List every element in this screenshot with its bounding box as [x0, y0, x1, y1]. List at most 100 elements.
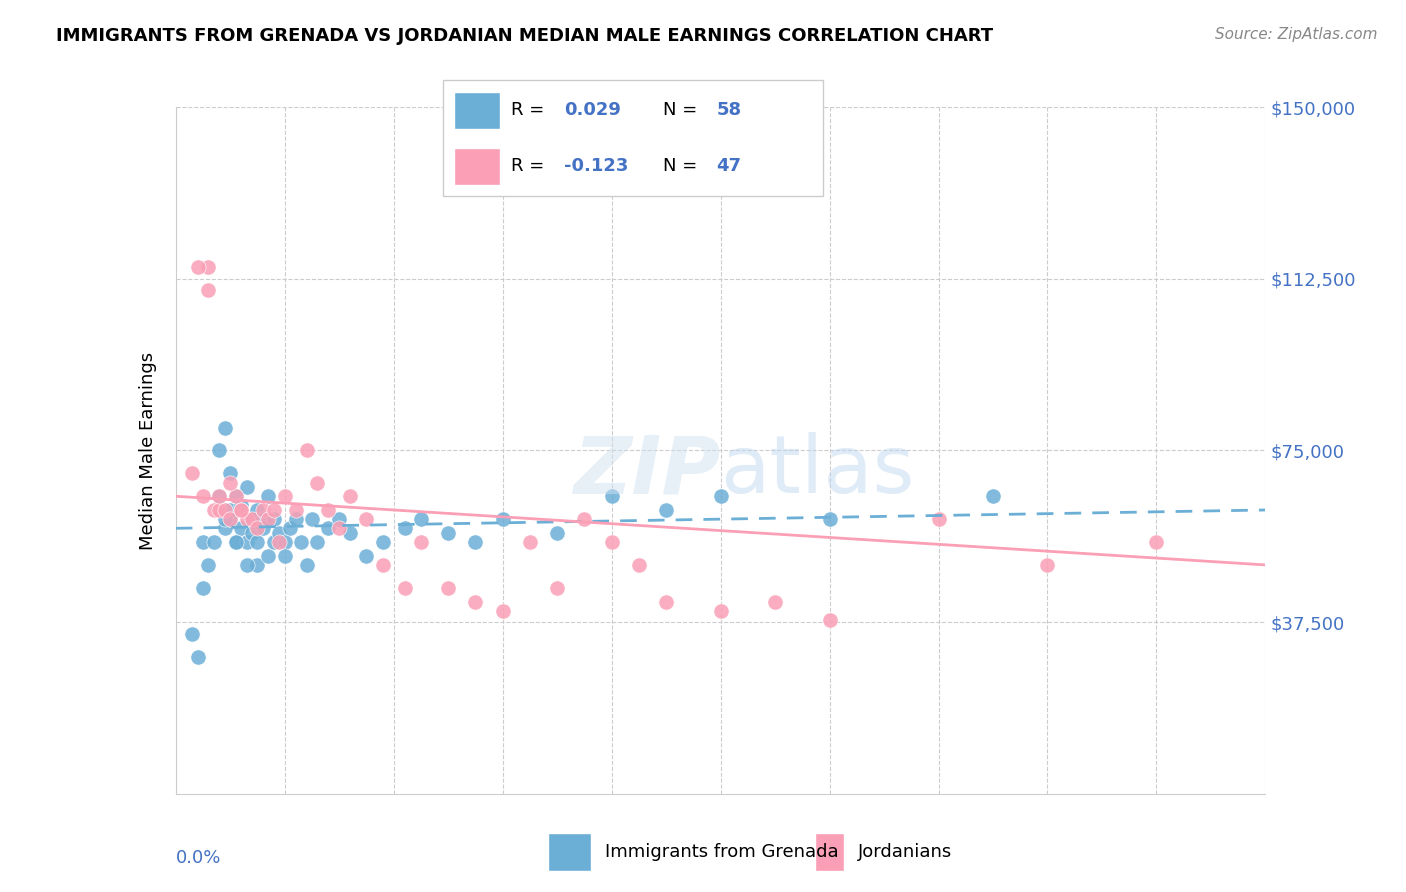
Point — [627, 558, 650, 572]
Point — [219, 512, 242, 526]
Point — [246, 503, 269, 517]
Point — [202, 535, 225, 549]
Point — [252, 503, 274, 517]
Point — [546, 581, 568, 595]
Point — [655, 503, 678, 517]
Point — [252, 521, 274, 535]
Point — [186, 260, 209, 275]
Text: N =: N = — [664, 157, 703, 175]
Point — [600, 489, 623, 503]
Point — [519, 535, 541, 549]
Point — [214, 503, 236, 517]
Point — [235, 512, 257, 526]
Text: Source: ZipAtlas.com: Source: ZipAtlas.com — [1215, 27, 1378, 42]
Point — [274, 549, 297, 563]
Point — [371, 558, 394, 572]
Point — [655, 594, 678, 608]
Point — [328, 512, 350, 526]
Bar — [548, 833, 591, 871]
Point — [464, 594, 486, 608]
Point — [318, 521, 340, 535]
Point — [235, 480, 257, 494]
FancyBboxPatch shape — [443, 80, 823, 196]
Point — [763, 594, 786, 608]
Point — [307, 475, 329, 490]
Point — [246, 535, 269, 549]
Point — [284, 512, 307, 526]
Point — [231, 521, 253, 535]
Point — [492, 512, 515, 526]
Point — [197, 283, 219, 297]
Point — [246, 558, 269, 572]
Text: R =: R = — [512, 157, 550, 175]
Text: ZIP: ZIP — [574, 432, 721, 510]
Point — [252, 512, 274, 526]
Point — [356, 549, 378, 563]
Point — [257, 512, 280, 526]
Point — [600, 535, 623, 549]
Point — [1036, 558, 1059, 572]
Point — [269, 535, 291, 549]
Point — [208, 443, 231, 458]
Point — [295, 443, 318, 458]
Point — [191, 535, 214, 549]
Point — [295, 558, 318, 572]
Point — [186, 649, 209, 664]
Point — [202, 503, 225, 517]
Point — [225, 535, 247, 549]
Point — [240, 512, 263, 526]
Bar — [454, 92, 501, 129]
Point — [1144, 535, 1167, 549]
Point — [409, 512, 432, 526]
Point — [437, 581, 460, 595]
Text: R =: R = — [512, 102, 550, 120]
Point — [339, 525, 361, 540]
Point — [197, 558, 219, 572]
Point — [263, 503, 285, 517]
Point — [301, 512, 323, 526]
Point — [225, 489, 247, 503]
Point — [437, 525, 460, 540]
Point — [263, 535, 285, 549]
Point — [219, 467, 242, 481]
Point — [328, 521, 350, 535]
Point — [235, 535, 257, 549]
Point — [181, 626, 204, 640]
Point — [574, 512, 596, 526]
Text: Jordanians: Jordanians — [858, 843, 952, 861]
Point — [219, 475, 242, 490]
Point — [371, 535, 394, 549]
Text: atlas: atlas — [721, 432, 915, 510]
Text: 0.0%: 0.0% — [176, 849, 221, 867]
Point — [274, 489, 297, 503]
Text: -0.123: -0.123 — [564, 157, 628, 175]
Point — [269, 525, 291, 540]
Point — [710, 604, 733, 618]
Text: Immigrants from Grenada: Immigrants from Grenada — [605, 843, 838, 861]
Text: IMMIGRANTS FROM GRENADA VS JORDANIAN MEDIAN MALE EARNINGS CORRELATION CHART: IMMIGRANTS FROM GRENADA VS JORDANIAN MED… — [56, 27, 994, 45]
Point — [246, 521, 269, 535]
Text: 58: 58 — [716, 102, 741, 120]
Point — [818, 512, 841, 526]
Bar — [454, 147, 501, 185]
Point — [356, 512, 378, 526]
Point — [231, 499, 253, 513]
Point — [307, 535, 329, 549]
Y-axis label: Median Male Earnings: Median Male Earnings — [139, 351, 157, 549]
Point — [214, 512, 236, 526]
Point — [231, 503, 253, 517]
Point — [225, 489, 247, 503]
Bar — [815, 833, 844, 871]
Point — [818, 613, 841, 627]
Point — [219, 512, 242, 526]
Point — [240, 512, 263, 526]
Text: 47: 47 — [716, 157, 741, 175]
Point — [546, 525, 568, 540]
Point — [240, 525, 263, 540]
Point — [274, 535, 297, 549]
Point — [278, 521, 301, 535]
Point — [492, 604, 515, 618]
Point — [191, 581, 214, 595]
Point — [928, 512, 950, 526]
Text: N =: N = — [664, 102, 703, 120]
